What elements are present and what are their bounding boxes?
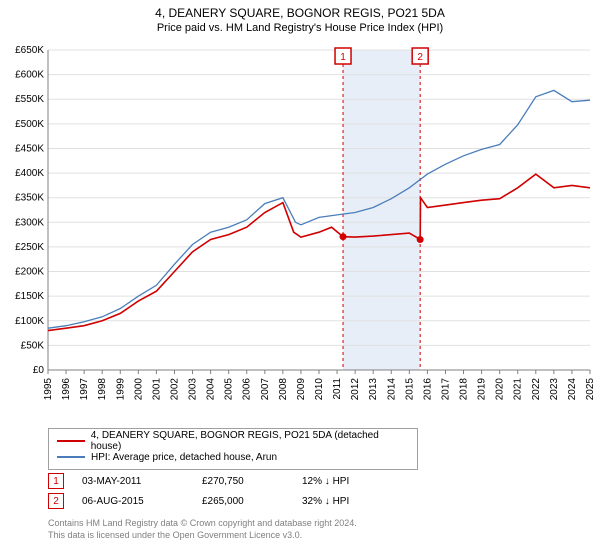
y-tick-label: £50K xyxy=(21,340,45,351)
y-tick-label: £100K xyxy=(15,316,44,327)
y-tick-label: £200K xyxy=(15,267,44,278)
chart-container: 4, DEANERY SQUARE, BOGNOR REGIS, PO21 5D… xyxy=(0,0,600,560)
y-tick-label: £250K xyxy=(15,242,44,253)
x-tick-label: 2025 xyxy=(585,378,596,401)
x-tick-label: 2001 xyxy=(151,378,162,401)
sales-marker: 2 xyxy=(48,493,64,509)
footer-line2: This data is licensed under the Open Gov… xyxy=(48,530,357,542)
x-tick-label: 2011 xyxy=(332,378,343,400)
sales-date: 06-AUG-2015 xyxy=(82,496,202,507)
sales-row: 1 03-MAY-2011£270,75012% ↓ HPI xyxy=(48,472,402,490)
x-tick-label: 2014 xyxy=(386,378,397,401)
title-area: 4, DEANERY SQUARE, BOGNOR REGIS, PO21 5D… xyxy=(0,0,600,34)
title-sub: Price paid vs. HM Land Registry's House … xyxy=(0,22,600,34)
sales-date: 03-MAY-2011 xyxy=(82,476,202,487)
series-dot xyxy=(417,236,424,243)
x-tick-label: 2012 xyxy=(350,378,361,401)
sales-row: 2 06-AUG-2015£265,00032% ↓ HPI xyxy=(48,492,402,510)
series-dot xyxy=(340,233,347,240)
y-tick-label: £0 xyxy=(33,365,45,376)
y-tick-label: £650K xyxy=(15,45,44,56)
legend-label: HPI: Average price, detached house, Arun xyxy=(91,452,277,463)
footer-line1: Contains HM Land Registry data © Crown c… xyxy=(48,518,357,530)
x-tick-label: 2003 xyxy=(188,378,199,401)
x-tick-label: 2018 xyxy=(459,378,470,401)
y-tick-label: £600K xyxy=(15,70,44,81)
sales-price: £270,750 xyxy=(202,476,302,487)
x-tick-label: 2009 xyxy=(296,378,307,401)
x-tick-label: 2002 xyxy=(169,378,180,401)
x-tick-label: 2022 xyxy=(531,378,542,401)
y-tick-label: £400K xyxy=(15,168,44,179)
x-tick-label: 2017 xyxy=(440,378,451,401)
x-tick-label: 2006 xyxy=(242,378,253,401)
sales-table: 1 03-MAY-2011£270,75012% ↓ HPI 2 06-AUG-201… xyxy=(48,472,402,512)
y-tick-label: £550K xyxy=(15,94,44,105)
x-tick-label: 2008 xyxy=(278,378,289,401)
x-tick-label: 1998 xyxy=(97,378,108,401)
sales-delta: 12% ↓ HPI xyxy=(302,476,402,487)
x-tick-label: 2005 xyxy=(224,378,235,401)
x-tick-label: 2016 xyxy=(422,378,433,401)
marker-label: 1 xyxy=(340,52,346,63)
x-tick-label: 1997 xyxy=(79,378,90,401)
x-tick-label: 2013 xyxy=(368,378,379,401)
legend-item: 4, DEANERY SQUARE, BOGNOR REGIS, PO21 5D… xyxy=(57,433,409,449)
x-tick-label: 2015 xyxy=(404,378,415,401)
x-tick-label: 2004 xyxy=(206,378,217,401)
x-tick-label: 2021 xyxy=(513,378,524,401)
x-tick-label: 2024 xyxy=(567,378,578,401)
x-tick-label: 2019 xyxy=(477,378,488,401)
sales-marker: 1 xyxy=(48,473,64,489)
x-tick-label: 2023 xyxy=(549,378,560,401)
legend: 4, DEANERY SQUARE, BOGNOR REGIS, PO21 5D… xyxy=(48,428,418,470)
y-tick-label: £150K xyxy=(15,291,44,302)
y-tick-label: £500K xyxy=(15,119,44,130)
x-tick-label: 2020 xyxy=(495,378,506,401)
sales-price: £265,000 xyxy=(202,496,302,507)
series-hpi xyxy=(48,90,590,328)
chart-svg: £0 £50K £100K £150K £200K £250K £300K £350K £400… xyxy=(0,40,600,420)
y-tick-label: £450K xyxy=(15,143,44,154)
legend-label: 4, DEANERY SQUARE, BOGNOR REGIS, PO21 5D… xyxy=(91,430,409,452)
y-tick-label: £300K xyxy=(15,217,44,228)
marker-label: 2 xyxy=(417,52,423,63)
legend-swatch xyxy=(57,456,85,458)
shaded-region xyxy=(343,50,420,370)
legend-swatch xyxy=(57,440,85,442)
title-main: 4, DEANERY SQUARE, BOGNOR REGIS, PO21 5D… xyxy=(0,6,600,20)
sales-delta: 32% ↓ HPI xyxy=(302,496,402,507)
x-tick-label: 2007 xyxy=(260,378,271,401)
x-tick-label: 2000 xyxy=(133,378,144,401)
x-tick-label: 1999 xyxy=(115,378,126,401)
x-tick-label: 1996 xyxy=(61,378,72,401)
footer: Contains HM Land Registry data © Crown c… xyxy=(48,518,357,541)
x-tick-label: 1995 xyxy=(43,378,54,401)
x-tick-label: 2010 xyxy=(314,378,325,401)
y-tick-label: £350K xyxy=(15,193,44,204)
chart-area: £0 £50K £100K £150K £200K £250K £300K £350K £400… xyxy=(0,40,600,420)
